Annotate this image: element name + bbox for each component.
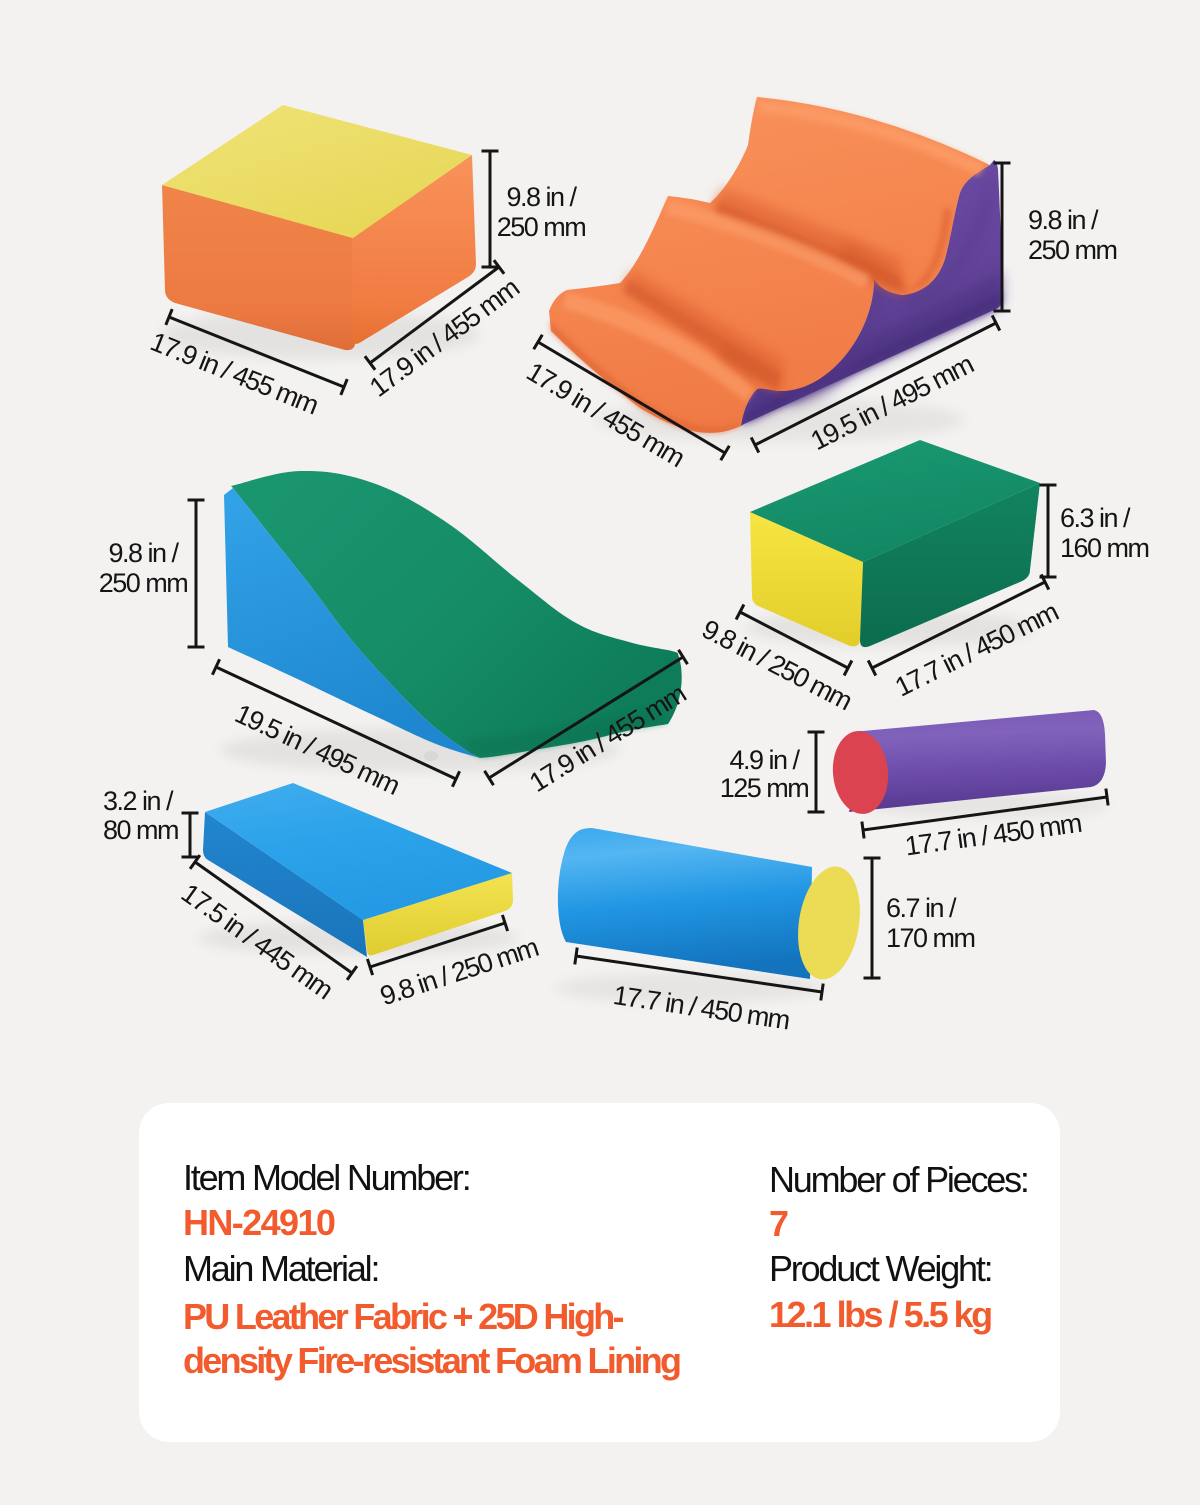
svg-text:6.3 in /: 6.3 in /	[1060, 503, 1131, 533]
svg-text:12.1 lbs / 5.5 kg: 12.1 lbs / 5.5 kg	[769, 1294, 991, 1335]
svg-text:125 mm: 125 mm	[720, 773, 809, 803]
svg-text:6.7 in /: 6.7 in /	[886, 893, 957, 923]
svg-text:Product Weight:: Product Weight:	[769, 1248, 991, 1289]
svg-text:density Fire-resistant Foam Li: density Fire-resistant Foam Lining	[183, 1340, 680, 1381]
svg-text:7: 7	[769, 1203, 788, 1244]
svg-text:Number of Pieces:: Number of Pieces:	[769, 1159, 1028, 1200]
svg-text:9.8 in /: 9.8 in /	[108, 538, 179, 568]
svg-text:250 mm: 250 mm	[1028, 235, 1117, 265]
svg-text:9.8 in /: 9.8 in /	[1028, 205, 1099, 235]
svg-text:250 mm: 250 mm	[497, 212, 586, 242]
svg-text:HN-24910: HN-24910	[183, 1202, 335, 1243]
svg-text:Main Material:: Main Material:	[183, 1248, 378, 1289]
svg-text:160 mm: 160 mm	[1060, 533, 1149, 563]
svg-text:9.8 in /: 9.8 in /	[506, 182, 577, 212]
svg-text:Item Model Number:: Item Model Number:	[183, 1157, 470, 1198]
svg-text:3.2 in /: 3.2 in /	[103, 786, 174, 816]
svg-text:4.9 in /: 4.9 in /	[729, 745, 800, 775]
svg-text:250 mm: 250 mm	[99, 568, 188, 598]
svg-text:PU Leather Fabric + 25D High-: PU Leather Fabric + 25D High-	[183, 1296, 624, 1337]
svg-text:170 mm: 170 mm	[886, 923, 975, 953]
svg-text:80 mm: 80 mm	[103, 815, 178, 845]
